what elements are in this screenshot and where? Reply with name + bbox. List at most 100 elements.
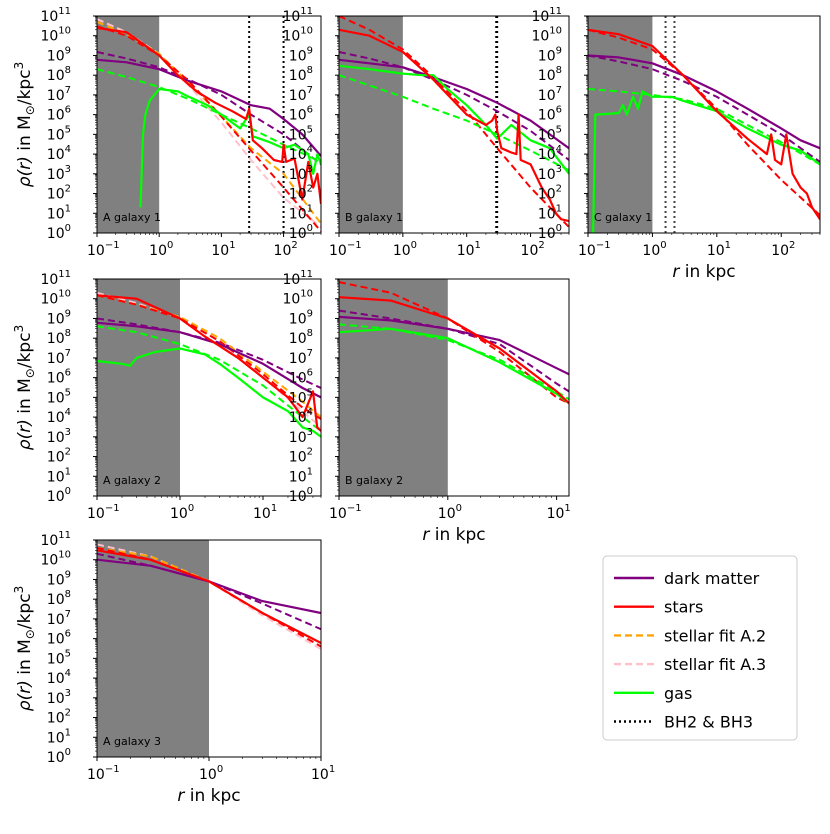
panel-3: 1001011021031041051061071081091010101110… [531,6,821,282]
y-tick-label: 105 [289,124,313,143]
y-tick-label: 1010 [282,289,313,308]
series-stars [97,26,321,205]
series-fit-a2 [97,294,321,418]
legend-label: stellar fit A.3 [664,655,766,674]
x-axis-label: r in kpc [672,262,735,282]
series-fit-a3 [97,291,321,429]
y-tick-label: 101 [47,727,71,746]
shaded-region [97,279,180,496]
y-tick-label: 101 [47,203,71,222]
panel-6: 1001011021031041051061071081091010101110… [12,530,335,806]
y-axis-label: ρ(r) in M⊙/kpc3 [12,586,37,711]
legend-label: gas [664,684,692,703]
y-tick-label: 104 [289,144,313,163]
y-tick-label: 100 [538,223,562,242]
y-tick-label: 106 [47,629,71,648]
y-tick-label: 105 [47,387,71,406]
series-dark-matter [97,321,321,399]
y-tick-label: 104 [289,407,313,426]
y-tick-label: 104 [47,407,71,426]
y-tick-label: 100 [289,223,313,242]
x-tick-label: 10−1 [87,764,120,783]
axes-frame [338,278,570,497]
y-tick-label: 107 [47,348,71,367]
y-tick-label: 109 [538,45,562,64]
panel-2: 1001011021031041051061071081091010101110… [282,6,570,259]
y-tick-label: 106 [47,368,71,387]
y-tick-label: 107 [289,348,313,367]
y-tick-label: 108 [47,65,71,84]
x-tick-label: 101 [253,503,277,522]
series-stars-fit [588,28,820,216]
y-tick-label: 105 [289,387,313,406]
series-dark-matter-fit [339,309,569,393]
y-tick-label: 103 [47,427,71,446]
y-tick-label: 100 [47,747,71,766]
series-stars-fit [339,16,569,228]
series-dark-matter [339,58,569,150]
x-tick-label: 101 [707,240,731,259]
y-tick-label: 101 [47,466,71,485]
y-tick-label: 103 [47,164,71,183]
y-tick-label: 104 [47,144,71,163]
y-tick-label: 101 [289,203,313,222]
y-tick-label: 102 [289,184,313,203]
y-tick-label: 1010 [282,26,313,45]
shaded-region [97,16,160,233]
x-tick-label: 100 [170,503,194,522]
y-tick-label: 100 [47,486,71,505]
curves [339,16,569,228]
y-tick-label: 103 [289,164,313,183]
y-tick-label: 1011 [40,269,71,288]
series-stars [97,294,321,432]
panel-label: B galaxy 2 [345,474,403,487]
series-gas [592,90,820,233]
y-tick-label: 109 [47,45,71,64]
x-tick-label: 10−1 [87,503,120,522]
x-tick-label: 102 [771,240,795,259]
series-stars-fit [97,25,321,233]
y-tick-label: 102 [47,447,71,466]
series-gas [339,64,569,175]
y-tick-label: 108 [47,328,71,347]
curves [588,28,820,233]
series-stars [339,296,569,405]
x-axis-label: r in kpc [177,786,240,806]
x-tick-label: 100 [438,503,462,522]
x-tick-label: 101 [211,240,235,259]
y-tick-label: 1011 [40,530,71,549]
y-tick-label: 106 [538,105,562,124]
y-tick-label: 102 [289,447,313,466]
panel-4: 1001011021031041051061071081091010101110… [12,269,322,522]
y-tick-label: 1010 [40,550,71,569]
y-tick-label: 1010 [40,289,71,308]
x-tick-label: 101 [547,503,571,522]
y-tick-label: 104 [47,668,71,687]
x-tick-label: 10−1 [578,240,611,259]
y-tick-label: 1011 [282,269,313,288]
x-tick-label: 100 [149,240,173,259]
y-tick-label: 107 [47,85,71,104]
y-tick-label: 108 [289,65,313,84]
y-tick-label: 109 [289,308,313,327]
axes-frame [338,15,570,234]
y-tick-label: 101 [289,466,313,485]
y-tick-label: 106 [47,105,71,124]
y-tick-label: 105 [538,124,562,143]
series-dark-matter-fit [97,317,321,389]
y-tick-label: 103 [47,688,71,707]
curves [97,543,321,650]
y-tick-label: 1010 [40,26,71,45]
series-stars [588,28,820,220]
y-tick-label: 108 [289,328,313,347]
series-gas-fit [339,74,569,172]
y-tick-label: 109 [47,569,71,588]
curves [339,281,569,405]
x-tick-label: 10−1 [329,240,362,259]
x-tick-label: 100 [199,764,223,783]
series-gas-fit [97,68,321,163]
panel-label: A galaxy 2 [103,474,161,487]
y-tick-label: 106 [289,368,313,387]
